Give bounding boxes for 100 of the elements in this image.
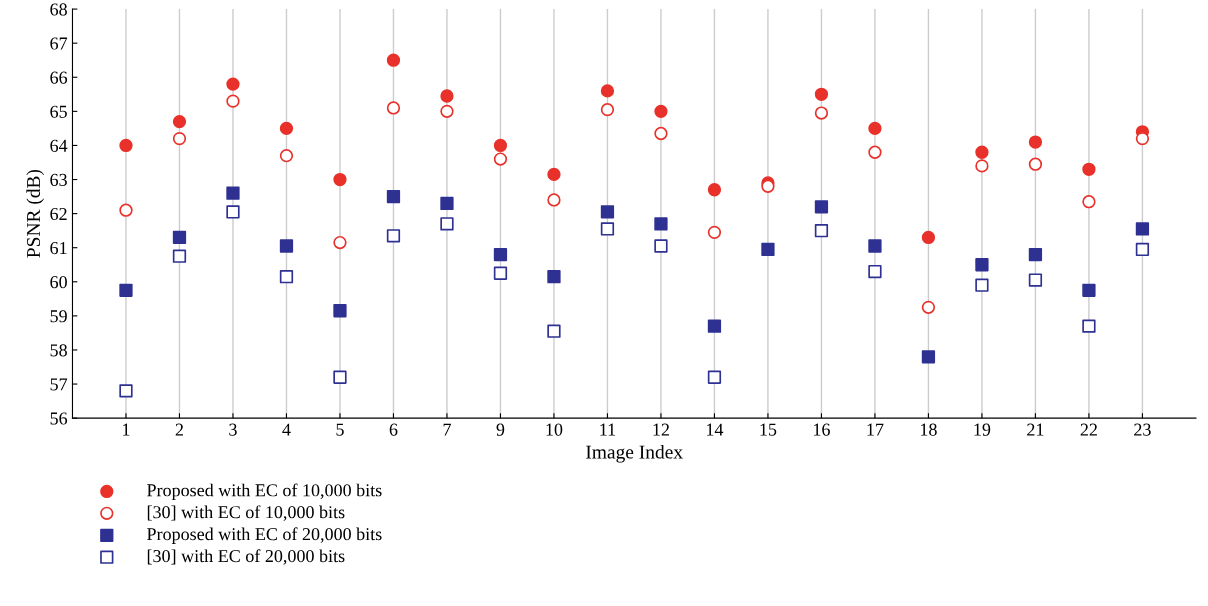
point: [333, 172, 347, 187]
x-tick-label: 10: [546, 423, 563, 436]
y-tick-label: 57: [50, 378, 68, 391]
point: [226, 77, 240, 91]
x-tick-label: 3: [229, 423, 237, 436]
point: [868, 121, 882, 136]
y-tick-label: 65: [50, 105, 67, 118]
point: [707, 370, 722, 384]
point: [440, 196, 454, 211]
y-tick-label: 67: [50, 37, 68, 50]
point: [600, 205, 615, 219]
point: [119, 283, 133, 297]
x-tick-label: 17: [867, 423, 884, 436]
x-axis-title: Image Index: [586, 444, 683, 463]
point: [1082, 319, 1096, 333]
point: [654, 239, 668, 253]
point: [119, 384, 133, 398]
point: [814, 106, 829, 120]
point: [814, 200, 829, 214]
point: [600, 222, 615, 236]
point: [1028, 247, 1043, 262]
y-tick-label: 66: [50, 71, 68, 84]
point: [226, 94, 240, 108]
point: [1135, 222, 1150, 236]
point: [333, 370, 347, 384]
point: [386, 229, 401, 243]
x-tick-label: 15: [760, 423, 777, 436]
x-tick-label: 1: [123, 423, 130, 436]
x-tick-label: 14: [707, 423, 724, 436]
point: [600, 84, 615, 98]
point: [975, 159, 989, 173]
x-tick-label: 4: [282, 423, 291, 436]
legend-label: [30] with EC of 20,000 bits: [147, 549, 345, 565]
x-tick-label: 16: [814, 423, 830, 436]
x-tick-label: 12: [653, 423, 669, 436]
point: [172, 249, 187, 263]
point: [921, 350, 936, 364]
point: [921, 300, 936, 315]
point: [119, 138, 133, 153]
point: [493, 247, 508, 262]
point: [868, 239, 882, 253]
x-tick-label: 21: [1027, 423, 1044, 436]
point: [279, 121, 294, 136]
point: [172, 131, 187, 146]
point: [386, 101, 401, 115]
point: [654, 104, 668, 118]
x-tick-label: 19: [974, 423, 991, 436]
point: [440, 104, 454, 118]
y-tick-label: 56: [50, 412, 68, 425]
point: [1082, 195, 1096, 209]
point: [814, 224, 829, 238]
point: [1028, 135, 1043, 149]
point: [333, 235, 347, 250]
point: [654, 126, 668, 141]
point: [975, 145, 989, 159]
point: [386, 189, 401, 204]
point: [226, 186, 240, 200]
point: [226, 205, 240, 219]
x-tick-label: 23: [1134, 423, 1151, 436]
point: [1082, 162, 1096, 176]
point: [172, 114, 187, 129]
point: [975, 278, 989, 292]
point: [654, 217, 668, 231]
point: [279, 270, 294, 284]
legend-label: Proposed with EC of 10,000 bits: [147, 483, 382, 501]
legend-label: Proposed with EC of 20,000 bits: [147, 527, 382, 544]
point: [975, 258, 989, 272]
point: [1135, 242, 1150, 257]
y-tick-label: 63: [50, 173, 67, 186]
point: [440, 89, 454, 103]
point: [868, 145, 882, 159]
point: [119, 203, 133, 217]
x-tick-label: 6: [389, 423, 398, 436]
point: [868, 264, 882, 279]
x-tick-label: 5: [336, 423, 344, 436]
point: [279, 239, 294, 253]
point: [493, 266, 508, 280]
x-tick-label: 22: [1080, 423, 1097, 436]
point: [707, 183, 722, 197]
point: [761, 242, 775, 257]
point: [547, 324, 561, 338]
y-tick-label: 60: [50, 276, 67, 289]
y-tick-label: 59: [50, 310, 67, 323]
x-tick-label: 9: [496, 423, 505, 436]
point: [1028, 157, 1043, 171]
point: [386, 53, 401, 67]
point: [814, 87, 829, 101]
point: [333, 304, 347, 318]
x-tick-label: 18: [920, 423, 937, 436]
point: [440, 217, 454, 231]
y-axis-title: PSNR (dB): [26, 169, 45, 258]
point: [493, 138, 508, 153]
point: [172, 230, 187, 245]
point: [1082, 283, 1096, 297]
point: [600, 103, 615, 117]
point: [707, 225, 722, 240]
x-tick-label: 11: [600, 423, 616, 436]
point: [547, 270, 561, 284]
y-tick-label: 64: [50, 139, 68, 152]
y-tick-label: 61: [50, 242, 67, 255]
